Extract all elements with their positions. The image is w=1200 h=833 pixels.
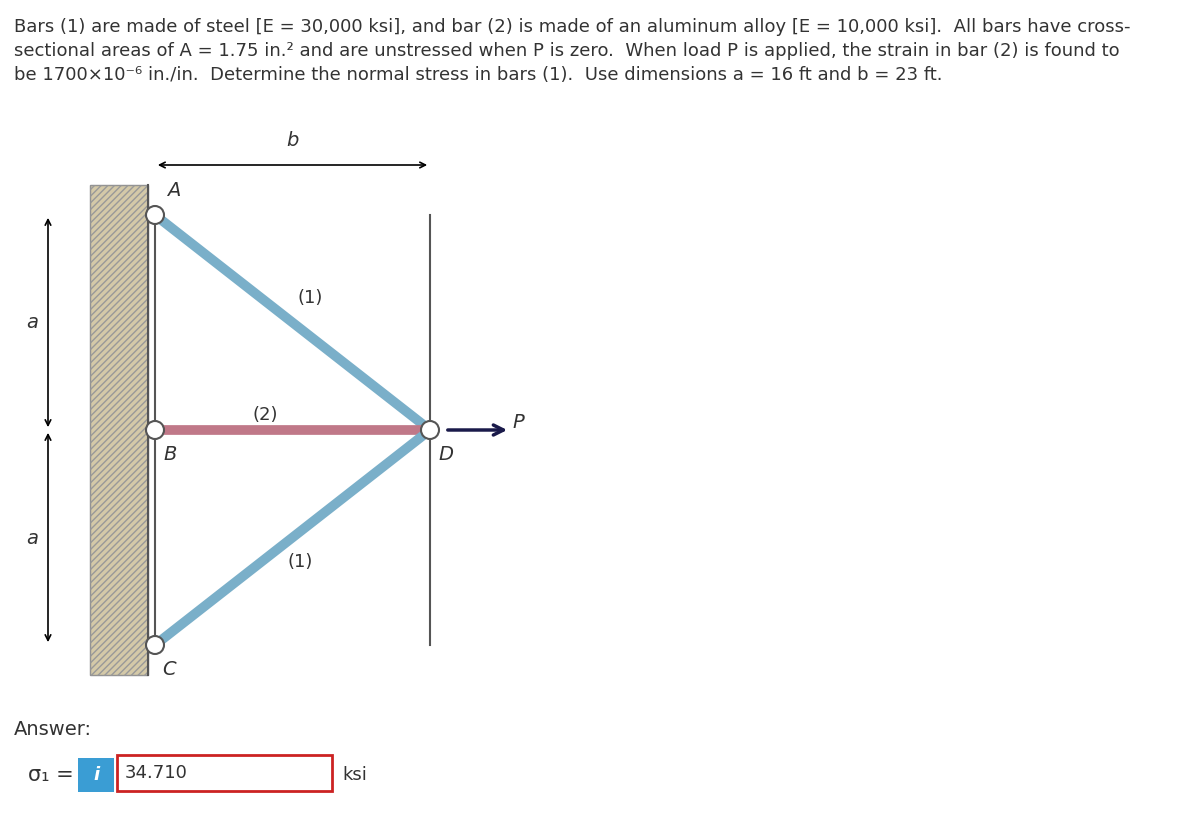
Text: (2): (2) <box>252 406 277 424</box>
Text: A: A <box>167 181 180 200</box>
Bar <box>90 185 148 675</box>
Text: a: a <box>26 312 38 332</box>
Text: (1): (1) <box>287 553 313 571</box>
Circle shape <box>421 421 439 439</box>
Circle shape <box>146 636 164 654</box>
Text: B: B <box>163 445 176 464</box>
Bar <box>118 755 332 791</box>
Bar <box>90 185 148 675</box>
Text: 34.710: 34.710 <box>125 764 188 782</box>
Text: be 1700×10⁻⁶ in./in.  Determine the normal stress in bars (1).  Use dimensions a: be 1700×10⁻⁶ in./in. Determine the norma… <box>14 66 942 84</box>
Text: a: a <box>26 528 38 547</box>
Text: σ₁ =: σ₁ = <box>28 765 73 785</box>
Text: C: C <box>162 660 175 679</box>
Text: Bars (1) are made of steel [E = 30,000 ksi], and bar (2) is made of an aluminum : Bars (1) are made of steel [E = 30,000 k… <box>14 18 1130 36</box>
Text: i: i <box>92 766 100 784</box>
Text: ksi: ksi <box>342 766 367 784</box>
Text: D: D <box>438 445 454 464</box>
Bar <box>78 758 114 792</box>
Text: (1): (1) <box>298 289 323 307</box>
Text: sectional areas of A = 1.75 in.² and are unstressed when P is zero.  When load P: sectional areas of A = 1.75 in.² and are… <box>14 42 1120 60</box>
Text: Answer:: Answer: <box>14 720 92 739</box>
Text: b: b <box>286 131 298 150</box>
Circle shape <box>146 206 164 224</box>
Text: P: P <box>512 412 523 431</box>
Circle shape <box>146 421 164 439</box>
